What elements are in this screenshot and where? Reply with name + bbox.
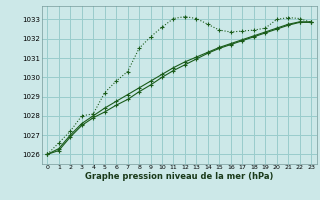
X-axis label: Graphe pression niveau de la mer (hPa): Graphe pression niveau de la mer (hPa) (85, 172, 273, 181)
